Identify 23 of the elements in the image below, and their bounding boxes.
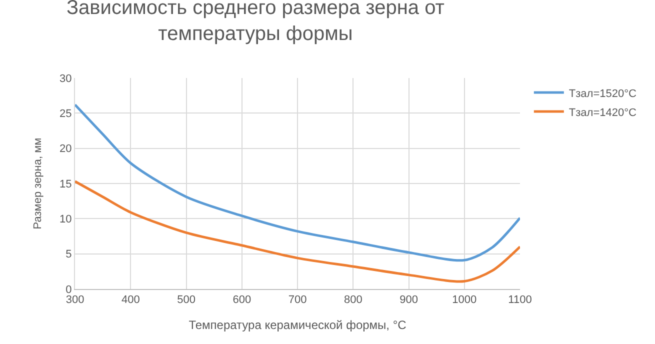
y-tick-label: 10 — [60, 214, 72, 226]
legend-label: Тзал=1420°С — [568, 106, 636, 119]
x-tick-label: 900 — [400, 294, 418, 306]
x-tick-label: 600 — [232, 294, 252, 306]
chart-title: Зависимость среднего размера зерна от температуры формы — [66, 0, 444, 45]
line-series — [75, 103, 520, 262]
x-tick-label: 1000 — [452, 294, 477, 306]
x-tick-label: 400 — [121, 294, 140, 306]
y-tick-label: 30 — [60, 72, 72, 85]
x-axis-title: Температура керамической формы, °С — [188, 318, 407, 332]
x-tick-label: 1100 — [508, 294, 532, 306]
y-axis-title: Размер зерна, мм — [32, 138, 44, 230]
y-tick-label: 20 — [60, 143, 72, 156]
legend-label: Тзал=1520°С — [568, 88, 636, 100]
line-series — [75, 180, 520, 283]
y-tick-label: 25 — [60, 108, 72, 120]
x-tick-label: 800 — [344, 294, 362, 306]
x-tick-label: 500 — [177, 294, 196, 306]
x-tick-label: 300 — [66, 294, 84, 306]
y-tick-label: 15 — [60, 178, 72, 190]
x-tick-label: 700 — [288, 294, 307, 306]
y-tick-label: 5 — [66, 248, 72, 261]
y-tick-label: 0 — [66, 284, 72, 296]
